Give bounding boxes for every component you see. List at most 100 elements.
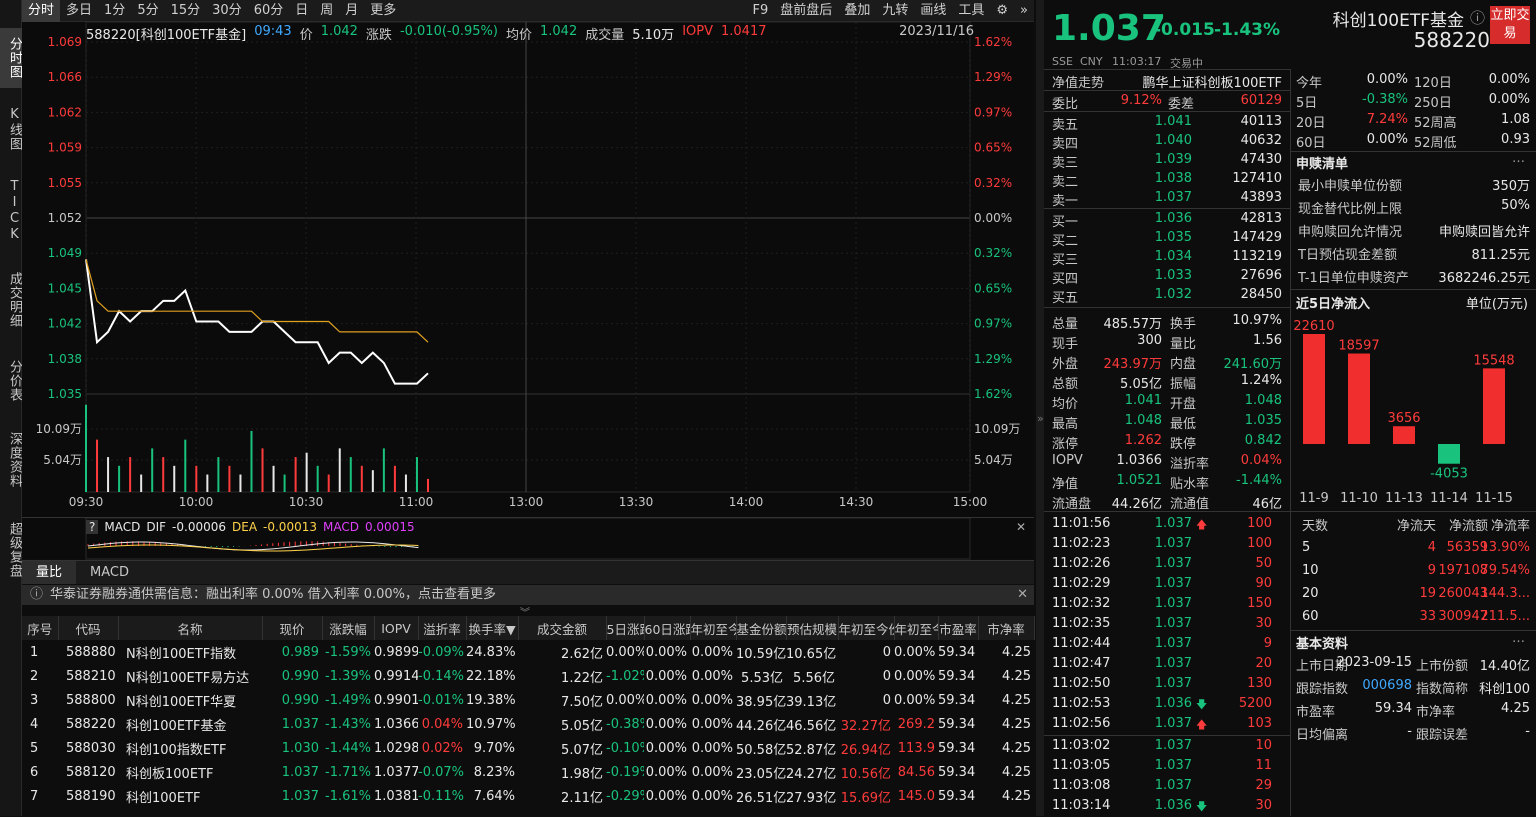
table-cell: 59.34 <box>938 788 976 804</box>
table-cell: -0.01% <box>418 692 464 708</box>
chart-code: 588220[科创100ETF基金] <box>86 28 247 43</box>
period-tab-1[interactable]: 多日 <box>66 2 93 18</box>
sg-label: T日预估现金差额 <box>1298 248 1397 263</box>
col-header-5[interactable]: IOPV <box>374 616 419 640</box>
x-tick: 15:00 <box>953 495 988 509</box>
expand-icon[interactable]: » <box>1037 412 1044 425</box>
left-tab-6[interactable]: 超级复盘 <box>7 522 22 578</box>
col-header-3[interactable]: 现价 <box>262 616 323 640</box>
info-icon: ⓘ <box>30 587 44 602</box>
help-icon[interactable]: ? <box>86 520 99 534</box>
col-header-11[interactable]: 年初至今 <box>690 616 737 640</box>
period-tab-4[interactable]: 15分 <box>170 2 201 18</box>
settings-icon[interactable]: ⚙ <box>996 2 1009 18</box>
more-icon[interactable]: … <box>1512 631 1525 646</box>
perf-label: 52周高 <box>1414 116 1457 131</box>
tool-2[interactable]: 叠加 <box>844 2 871 18</box>
table-row[interactable]: 4 588220 科创100ETF基金 1.037 -1.43% 1.0366 0.04% 1… <box>22 712 1034 736</box>
tool-3[interactable]: 九转 <box>882 2 909 18</box>
table-row[interactable]: 1 588880 N科创100ETF指数 0.989 -1.59% 0.9899 -0.09… <box>22 640 1034 664</box>
info-circle-icon[interactable]: ⓘ <box>1470 9 1486 27</box>
col-header-10[interactable]: 60日涨跌 <box>644 616 691 640</box>
margin-notice[interactable]: ⓘ 华泰证券融券通供需信息：融出利率 0.00% 借入利率 0.00%，点击查看… <box>22 585 1034 605</box>
basic-value: 000698 <box>1362 678 1412 693</box>
tick-price: 1.037 <box>1154 656 1192 671</box>
period-tab-9[interactable]: 月 <box>345 2 359 18</box>
table-cell: 588800 <box>66 692 116 708</box>
tab-liangbi[interactable]: 量比 <box>22 561 77 584</box>
close-notice-icon[interactable]: ✕ <box>1017 587 1028 602</box>
period-tab-5[interactable]: 30分 <box>212 2 242 18</box>
chevron-right-icon[interactable]: » <box>1020 2 1028 18</box>
tick-volume: 100 <box>1247 516 1272 531</box>
col-header-14[interactable]: 年初至今份额 <box>838 616 895 640</box>
col-header-12[interactable]: 基金份额 <box>736 616 787 640</box>
table-cell: 1.22亿 <box>561 670 603 686</box>
ask-volume: 47430 <box>1240 152 1282 167</box>
table-row[interactable]: 6 588120 科创板100ETF 1.037 -1.71% 1.0377 -0.07% 8… <box>22 760 1034 784</box>
col-header-7[interactable]: 换手率▼ <box>466 616 519 640</box>
intraday-chart[interactable]: 1.069 1.62% 1.066 1.29% 1.062 0.97% 1.059 0.65%… <box>22 21 1034 517</box>
col-header-16[interactable]: 市盈率 <box>938 616 979 640</box>
col-header-1[interactable]: 代码 <box>58 616 119 640</box>
flow-bar <box>1348 353 1370 444</box>
table-cell: 145.0 <box>897 788 935 804</box>
table-row[interactable]: 7 588190 科创100ETF 1.037 -1.61% 1.0381 -0.11% 7.… <box>22 784 1034 808</box>
volume-bar <box>360 465 363 492</box>
left-tab-1[interactable]: K线图 <box>7 107 22 151</box>
y-tick-left: 1.035 <box>48 387 82 401</box>
basic-label: 日均偏离 <box>1296 728 1349 743</box>
col-header-9[interactable]: 5日涨跌 <box>606 616 645 640</box>
tool-4[interactable]: 画线 <box>920 2 947 18</box>
tool-5[interactable]: 工具 <box>958 2 985 18</box>
volume-bar <box>140 474 143 492</box>
weicha-value: 60129 <box>1240 93 1282 108</box>
table-cell: -1.39% <box>325 668 371 684</box>
collapse-icon[interactable]: ︾ <box>520 608 530 619</box>
stat-value: 44.26亿 <box>1111 497 1162 512</box>
period-tab-6[interactable]: 60分 <box>253 2 284 18</box>
tool-0[interactable]: F9 <box>752 2 769 18</box>
table-cell: 23.05亿 <box>736 766 786 782</box>
close-icon[interactable]: ✕ <box>1015 520 1026 534</box>
period-tab-3[interactable]: 5分 <box>137 2 159 18</box>
tool-1[interactable]: 盘前盘后 <box>780 2 833 18</box>
tab-macd[interactable]: MACD <box>90 565 129 580</box>
ask-label: 卖二 <box>1052 175 1079 190</box>
avg-line <box>85 259 429 343</box>
left-tab-4[interactable]: 分价表 <box>7 360 22 402</box>
period-tab-2[interactable]: 1分 <box>104 2 126 18</box>
col-header-8[interactable]: 成交金额 <box>518 616 607 640</box>
arrow-up-icon: 🡅 <box>1196 518 1208 531</box>
buy-now-button[interactable]: 立即交易 <box>1490 6 1530 44</box>
splitter[interactable] <box>1036 0 1044 816</box>
left-tab-0[interactable]: 分时图 <box>0 28 22 88</box>
table-row[interactable]: 3 588800 N科创100ETF华夏 0.990 -1.49% 0.9901 -0.01… <box>22 688 1034 712</box>
period-tab-7[interactable]: 日 <box>295 2 309 18</box>
period-tab-0[interactable]: 分时 <box>22 0 61 22</box>
table-cell: 113.9 <box>897 740 935 756</box>
fund-name: 科创100ETF基金 <box>1332 11 1464 31</box>
col-header-2[interactable]: 名称 <box>118 616 263 640</box>
table-cell: 0.990 <box>281 692 319 708</box>
flow-cell: 79.54% <box>1480 563 1530 578</box>
period-tab-10[interactable]: 更多 <box>370 2 397 18</box>
col-header-13[interactable]: 预估规模 <box>786 616 839 640</box>
col-header-0[interactable]: 序号 <box>22 616 59 640</box>
table-cell: 0.9901 <box>374 692 418 708</box>
col-header-4[interactable]: 涨跌幅 <box>322 616 375 640</box>
period-tab-8[interactable]: 周 <box>320 2 334 18</box>
col-header-15[interactable]: 年初至今 <box>894 616 939 640</box>
table-row[interactable]: 2 588210 N科创100ETF易方达 0.990 -1.39% 0.9914 -0.1… <box>22 664 1034 688</box>
more-icon[interactable]: … <box>1512 151 1525 166</box>
basic-label: 指数简称 <box>1416 682 1469 697</box>
etf-table: 序号代码名称现价涨跌幅IOPV溢折率换手率▼成交金额5日涨跌60日涨跌年初至今基… <box>22 616 1035 808</box>
table-cell: 3 <box>30 692 39 708</box>
left-tab-3[interactable]: 成交明细 <box>7 272 22 328</box>
col-header-17[interactable]: 市净率 <box>978 616 1035 640</box>
left-tab-2[interactable]: TICK <box>7 179 22 243</box>
col-header-6[interactable]: 溢折率 <box>418 616 467 640</box>
table-row[interactable]: 5 588030 科创100指数ETF 1.030 -1.44% 1.0298 0.02% 9… <box>22 736 1034 760</box>
left-tab-5[interactable]: 深度资料 <box>7 432 22 488</box>
iopv-label: IOPV <box>682 24 713 39</box>
